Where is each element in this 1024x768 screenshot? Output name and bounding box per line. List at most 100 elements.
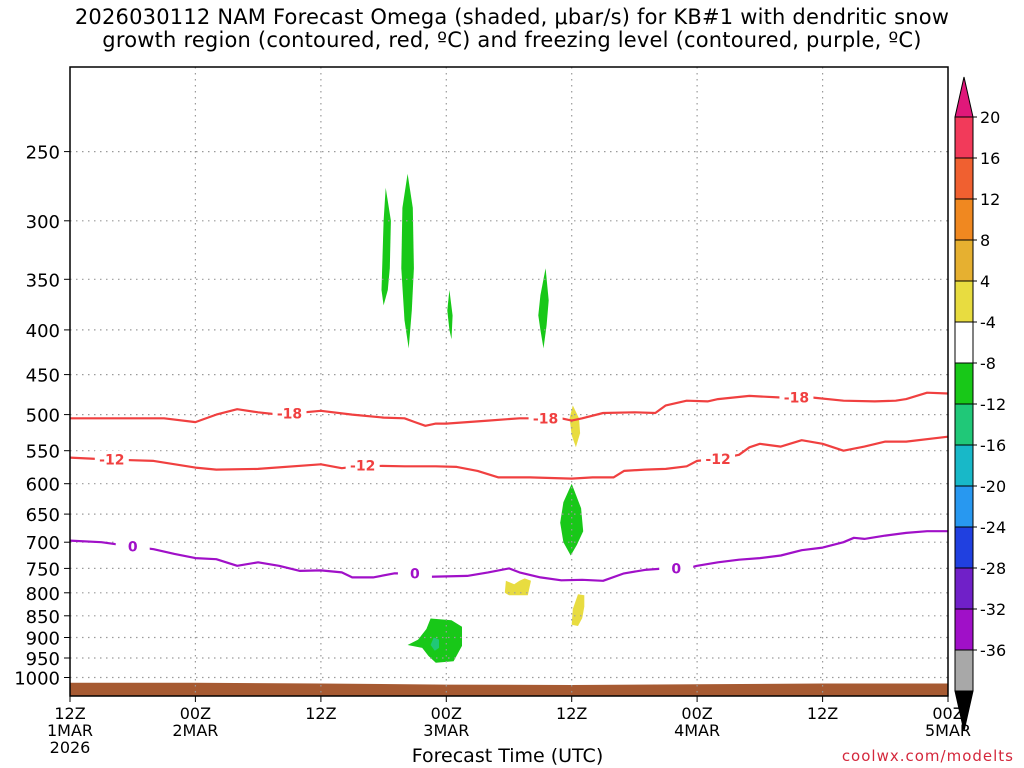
colorbar-label-8: -16 <box>980 436 1006 455</box>
x-tick-label-1-1: 2MAR <box>172 721 218 740</box>
colorbar-band-1 <box>954 157 974 200</box>
contour-label-bg--12-1 <box>345 456 380 475</box>
y-tick-label-800: 800 <box>26 584 60 605</box>
contour-label-bg-0-2 <box>659 559 694 578</box>
x-tick-label-2-0: 12Z <box>305 704 336 723</box>
x-tick-label-0-1: 1MAR <box>47 721 93 740</box>
omega-region-4-9 <box>571 594 585 626</box>
chart-title: 2026030112 NAM Forecast Omega (shaded, μ… <box>0 6 1024 52</box>
y-tick-label-950: 950 <box>26 649 60 670</box>
contour-label-bg-0-0 <box>115 537 150 556</box>
colorbar-band-4 <box>954 280 974 323</box>
colorbar-label-4: 4 <box>980 272 990 291</box>
colorbar-band-12 <box>954 608 974 651</box>
colorbar-label-10: -24 <box>980 518 1006 537</box>
y-tick-label-650: 650 <box>26 505 60 526</box>
y-tick-label-550: 550 <box>26 442 60 463</box>
contour-label-0-1: 0 <box>410 566 420 582</box>
colorbar-band-6 <box>954 362 974 405</box>
omega-region--8-6 <box>430 637 439 651</box>
colorbar-label-9: -20 <box>980 477 1006 496</box>
contour-label--18-0: -18 <box>277 407 302 423</box>
colorbar-band-8 <box>954 444 974 487</box>
colorbar-band-11 <box>954 567 974 610</box>
y-tick-label-750: 750 <box>26 559 60 580</box>
colorbar-band-2 <box>954 198 974 241</box>
colorbar-band-5 <box>954 321 974 364</box>
plot-frame <box>69 66 949 697</box>
contour-label--12-1: -12 <box>350 459 375 475</box>
x-tick-label-1-0: 00Z <box>180 704 211 723</box>
y-tick-label-600: 600 <box>26 475 60 496</box>
colorbar-band-10 <box>954 526 974 569</box>
y-tick-label-450: 450 <box>26 366 60 387</box>
contour-layer: -18 -18 -18 -12 -12 -12 0 0 0 <box>69 388 949 583</box>
contour-label-bg--12-0 <box>94 450 129 469</box>
plot-background <box>70 67 948 696</box>
x-tick-label-0-0: 12Z <box>54 704 85 723</box>
colorbar-label-1: 16 <box>980 149 1000 168</box>
plot-fill-layer <box>70 67 948 696</box>
chart-title-line2: growth region (contoured, red, ºC) and f… <box>102 28 922 52</box>
colorbar-band-3 <box>954 239 974 282</box>
colorbar-label-13: -36 <box>980 641 1006 660</box>
colorbar-label-6: -8 <box>980 354 996 373</box>
colorbar-band-0 <box>954 116 974 159</box>
y-tick-label-1000: 1000 <box>14 669 60 690</box>
contour-label--18-1: -18 <box>533 411 558 427</box>
x-tick-label-3-0: 00Z <box>431 704 462 723</box>
x-tick-label-7-1: 5MAR <box>925 721 971 740</box>
omega-region--4-2 <box>447 290 453 340</box>
contour-label-bg--18-0 <box>272 404 307 423</box>
colorbar-label-7: -12 <box>980 395 1006 414</box>
x-tick-label-6-0: 12Z <box>807 704 838 723</box>
credit-link[interactable]: coolwx.com/modelts <box>841 747 1014 765</box>
contour-line-0 <box>69 530 948 582</box>
x-tick-label-5-1: 4MAR <box>674 721 720 740</box>
colorbar-band-7 <box>954 403 974 446</box>
y-tick-label-400: 400 <box>26 321 60 342</box>
colorbar-label-0: 20 <box>980 108 1000 127</box>
contour-line--12 <box>69 435 949 480</box>
x-tick-label-3-1: 3MAR <box>423 721 469 740</box>
omega-region--4-4 <box>560 483 584 556</box>
omega-region--4-0 <box>381 187 391 306</box>
contour-label-bg-0-1 <box>397 564 432 583</box>
colorbar-label-3: 8 <box>980 231 990 250</box>
colorbar-label-5: -4 <box>980 313 996 332</box>
grid-layer <box>70 67 948 696</box>
contour-label--18-2: -18 <box>784 390 809 406</box>
plot-border <box>69 66 949 697</box>
colorbar-top-arrow <box>954 76 974 118</box>
omega-region--4-3 <box>538 268 549 349</box>
colorbar-label-12: -32 <box>980 600 1006 619</box>
y-tick-label-300: 300 <box>26 212 60 233</box>
x-tick-label-0-2: 2026 <box>50 738 91 757</box>
contour-label-bg--12-2 <box>701 449 736 468</box>
y-tick-label-250: 250 <box>26 143 60 164</box>
y-tick-label-900: 900 <box>26 629 60 650</box>
x-tick-label-5-0: 00Z <box>681 704 712 723</box>
contour-label--12-0: -12 <box>99 453 124 469</box>
colorbar-band-9 <box>954 485 974 528</box>
omega-region-4-8 <box>504 578 531 596</box>
chart-title-line1: 2026030112 NAM Forecast Omega (shaded, μ… <box>74 5 950 29</box>
contour-label-bg--18-1 <box>528 409 563 428</box>
contour-label-bg--18-2 <box>779 388 814 407</box>
terrain-ground <box>70 682 948 696</box>
omega-region--4-1 <box>401 173 414 349</box>
colorbar: 20 16 12 8 4 -4 -8 -12 -16 -20 -24 -28 -32 -36 <box>954 76 1006 732</box>
contour-label-0-0: 0 <box>128 540 138 556</box>
contour-label-0-2: 0 <box>671 561 681 577</box>
x-axis-label: Forecast Time (UTC) <box>411 745 604 767</box>
y-tick-label-850: 850 <box>26 607 60 628</box>
x-tick-label-4-0: 12Z <box>556 704 587 723</box>
y-tick-label-700: 700 <box>26 533 60 554</box>
colorbar-band-13 <box>954 649 974 692</box>
y-tick-label-350: 350 <box>26 270 60 291</box>
colorbar-bottom-arrow <box>954 690 974 732</box>
y-axis: 2503003504004505005506006507007508008509… <box>14 143 70 690</box>
y-tick-label-500: 500 <box>26 406 60 427</box>
